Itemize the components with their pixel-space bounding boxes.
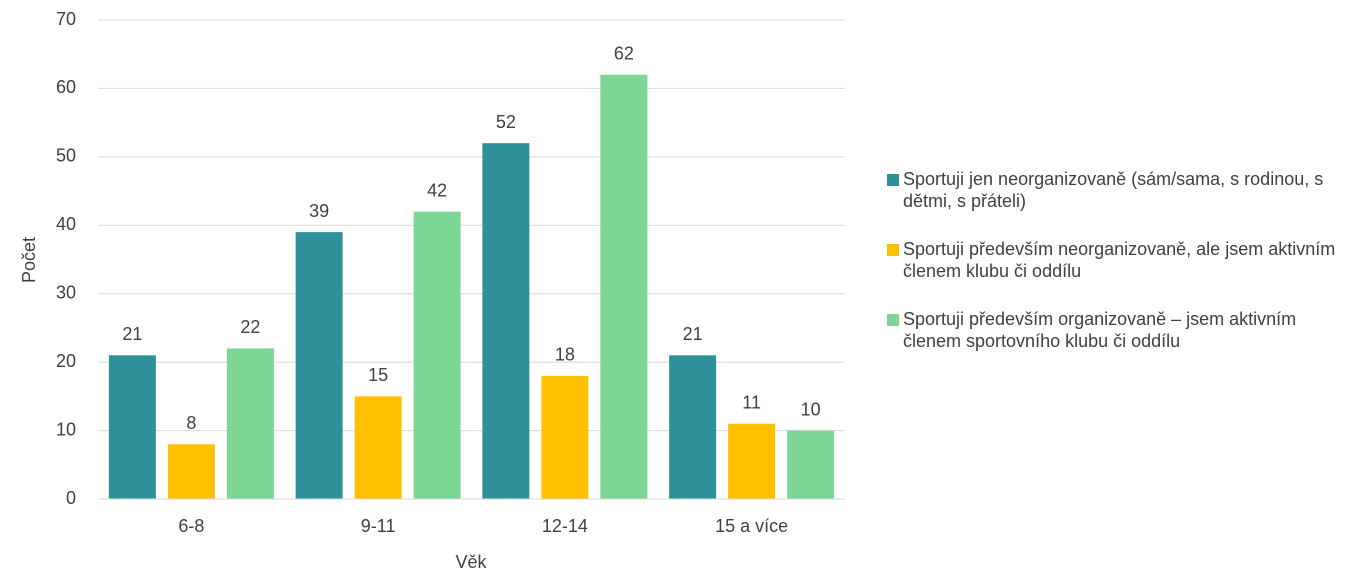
- bar: [482, 143, 530, 499]
- legend-label: Sportuji především neorganizovaně, ale j…: [903, 239, 1336, 281]
- x-tick-label: 15 a více: [715, 516, 788, 536]
- bar: [295, 232, 343, 499]
- x-tick-label: 12-14: [542, 516, 588, 536]
- y-tick-label: 60: [56, 77, 76, 97]
- legend-swatch: [887, 244, 899, 256]
- bar: [167, 444, 215, 499]
- legend-label: Sportuji jen neorganizovaně (sám/sama, s…: [903, 169, 1324, 211]
- bar: [541, 375, 589, 499]
- value-label: 21: [122, 324, 142, 344]
- legend-item: Sportuji především neorganizovaně, ale j…: [887, 238, 1342, 282]
- y-tick-label: 10: [56, 419, 76, 439]
- legend-label: Sportuji především organizovaně – jsem a…: [903, 309, 1297, 351]
- x-axis-title: Věk: [455, 552, 487, 572]
- value-label: 52: [496, 112, 516, 132]
- value-label: 21: [683, 324, 703, 344]
- value-label: 42: [427, 180, 447, 200]
- x-tick-label: 9-11: [361, 516, 396, 536]
- y-tick-label: 40: [56, 214, 76, 234]
- bar: [354, 396, 402, 499]
- y-tick-label: 30: [56, 282, 76, 302]
- legend-item: Sportuji jen neorganizovaně (sám/sama, s…: [887, 168, 1342, 212]
- bar: [728, 423, 776, 499]
- bar: [669, 355, 717, 499]
- y-axis-title: Počet: [19, 237, 39, 283]
- value-label: 39: [309, 201, 329, 221]
- bar: [108, 355, 156, 499]
- value-label: 15: [368, 365, 388, 385]
- value-label: 10: [801, 399, 821, 419]
- value-label: 18: [555, 345, 575, 365]
- bar: [226, 348, 274, 499]
- legend-swatch: [887, 174, 899, 186]
- bar: [600, 74, 648, 499]
- bar: [413, 211, 461, 499]
- value-label: 62: [614, 43, 634, 63]
- bar: [787, 430, 835, 499]
- value-label: 22: [240, 317, 260, 337]
- legend-swatch: [887, 314, 899, 326]
- legend-item: Sportuji především organizovaně – jsem a…: [887, 308, 1342, 352]
- legend: Sportuji jen neorganizovaně (sám/sama, s…: [887, 168, 1342, 378]
- y-tick-label: 50: [56, 146, 76, 166]
- value-label: 8: [186, 413, 196, 433]
- x-tick-label: 6-8: [178, 516, 204, 536]
- y-tick-label: 20: [56, 351, 76, 371]
- y-tick-label: 70: [56, 9, 76, 29]
- y-tick-label: 0: [66, 488, 76, 508]
- value-label: 11: [742, 392, 761, 412]
